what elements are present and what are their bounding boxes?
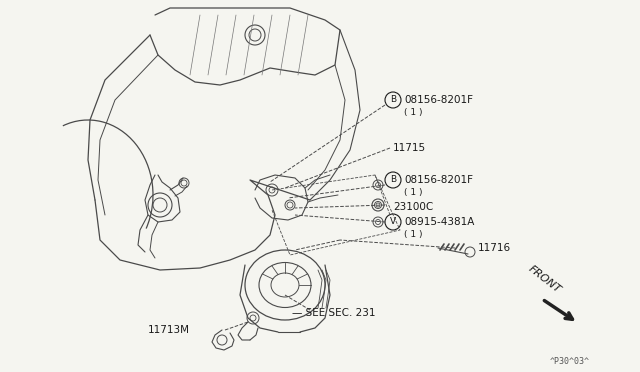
Circle shape	[385, 172, 401, 188]
Text: B: B	[390, 176, 396, 185]
Text: 23100C: 23100C	[393, 202, 433, 212]
Text: 08156-8201F: 08156-8201F	[404, 175, 473, 185]
Text: 11716: 11716	[478, 243, 511, 253]
Text: ( 1 ): ( 1 )	[404, 109, 422, 118]
Text: ( 1 ): ( 1 )	[404, 231, 422, 240]
Text: 11715: 11715	[393, 143, 426, 153]
Text: 08915-4381A: 08915-4381A	[404, 217, 474, 227]
Text: FRONT: FRONT	[527, 264, 563, 295]
Text: 08156-8201F: 08156-8201F	[404, 95, 473, 105]
Text: 11713M: 11713M	[148, 325, 190, 335]
Circle shape	[385, 214, 401, 230]
Circle shape	[385, 92, 401, 108]
Text: — SEE SEC. 231: — SEE SEC. 231	[292, 308, 376, 318]
Text: ^P30^03^: ^P30^03^	[550, 357, 590, 366]
Text: ( 1 ): ( 1 )	[404, 189, 422, 198]
Text: B: B	[390, 96, 396, 105]
Text: V: V	[390, 218, 396, 227]
